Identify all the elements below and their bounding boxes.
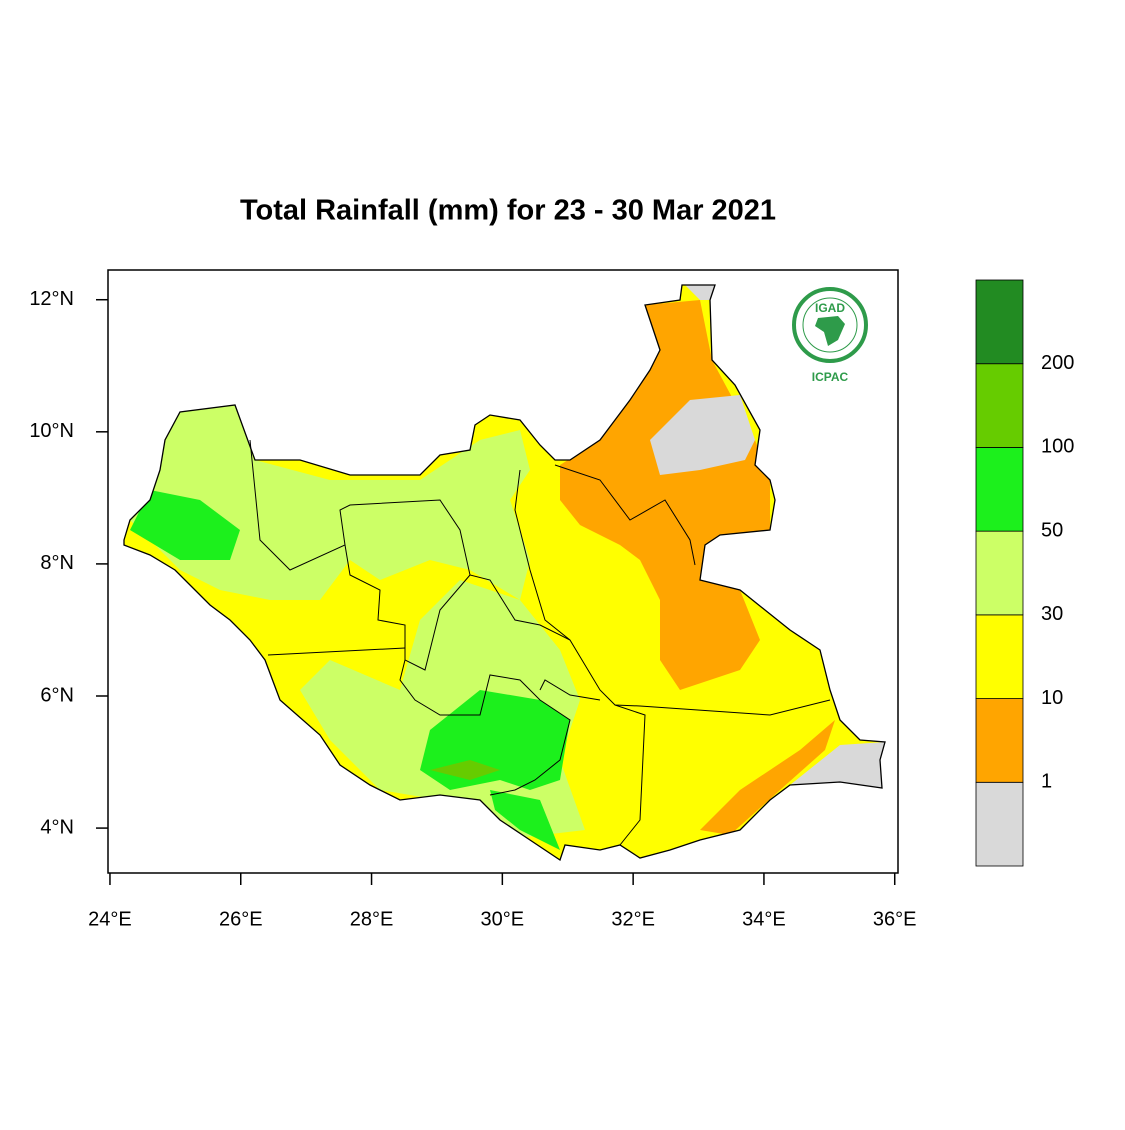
y-tick-label: 4°N: [40, 816, 74, 838]
y-tick-label: 10°N: [29, 420, 74, 442]
x-tick-label: 32°E: [611, 908, 655, 930]
colorbar-box: [975, 530, 1024, 616]
x-tick-label: 28°E: [350, 908, 394, 930]
rain-100-200: [430, 760, 500, 780]
state-borders: [249, 439, 831, 846]
country-border: [123, 284, 886, 862]
colorbar-label: 200: [1041, 352, 1074, 374]
colorbar-label: 1: [1041, 771, 1052, 793]
colorbar-box: [975, 447, 1024, 532]
colorbar-label: 100: [1041, 436, 1074, 458]
y-tick-label: 8°N: [40, 552, 74, 574]
y-tick-label: 12°N: [29, 288, 74, 310]
rain-below-1: [790, 742, 885, 788]
logo-org: ICPAC: [812, 370, 849, 384]
colorbar-box: [975, 698, 1024, 783]
x-tick-label: 26°E: [219, 908, 263, 930]
x-tick-label: 30°E: [481, 908, 525, 930]
rain-below-1: [650, 395, 755, 475]
logo-inner-ring: [802, 297, 858, 353]
colorbar-label: 10: [1041, 687, 1063, 709]
rain-50-100: [490, 790, 560, 850]
x-tick-label: 36°E: [873, 908, 917, 930]
rain-50-100: [130, 490, 240, 560]
logo-africa: [815, 316, 845, 346]
colorbar-label: 50: [1041, 519, 1063, 541]
x-tick-label: 34°E: [742, 908, 786, 930]
map-title: Total Rainfall (mm) for 23 - 30 Mar 2021: [240, 195, 776, 227]
rainfall-field: [124, 285, 885, 860]
logo: IGAD ICPAC: [792, 287, 868, 384]
rain-1-10: [700, 720, 835, 835]
y-tick-label: 6°N: [40, 684, 74, 706]
rain-below-1: [685, 285, 715, 300]
colorbar-box: [975, 363, 1024, 448]
colorbar-box: [975, 614, 1024, 699]
logo-name: IGAD: [815, 301, 845, 315]
x-tick-label: 24°E: [88, 908, 132, 930]
colorbar-box: [975, 279, 1024, 365]
colorbar-box: [975, 781, 1024, 867]
colorbar-label: 30: [1041, 603, 1063, 625]
